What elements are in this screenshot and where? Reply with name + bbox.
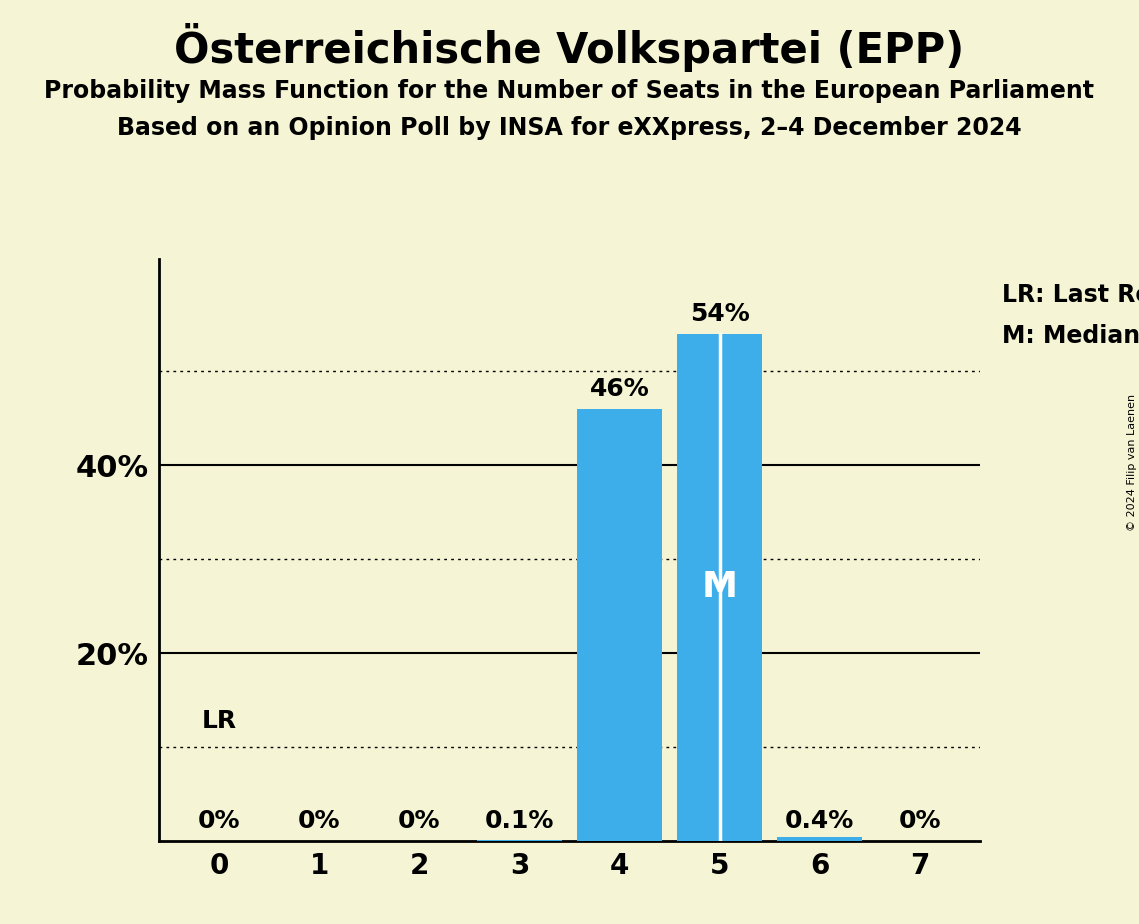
Bar [477,840,562,841]
Text: © 2024 Filip van Laenen: © 2024 Filip van Laenen [1126,394,1137,530]
Bar [577,409,662,841]
Text: LR: Last Result: LR: Last Result [1002,283,1139,307]
Text: 0%: 0% [399,809,441,833]
Text: 0%: 0% [198,809,240,833]
Text: M: M [702,570,738,604]
Text: 54%: 54% [689,302,749,326]
Text: LR: LR [202,709,237,733]
Bar [777,837,862,841]
Text: Probability Mass Function for the Number of Seats in the European Parliament: Probability Mass Function for the Number… [44,79,1095,103]
Text: 46%: 46% [590,377,649,401]
Bar [677,334,762,841]
Text: 0.4%: 0.4% [785,809,854,833]
Text: Österreichische Volkspartei (EPP): Österreichische Volkspartei (EPP) [174,23,965,72]
Text: M: Median: M: Median [1002,324,1139,348]
Text: Based on an Opinion Poll by INSA for eXXpress, 2–4 December 2024: Based on an Opinion Poll by INSA for eXX… [117,116,1022,140]
Text: 0.1%: 0.1% [485,809,555,833]
Text: 0%: 0% [298,809,341,833]
Text: 0%: 0% [899,809,941,833]
